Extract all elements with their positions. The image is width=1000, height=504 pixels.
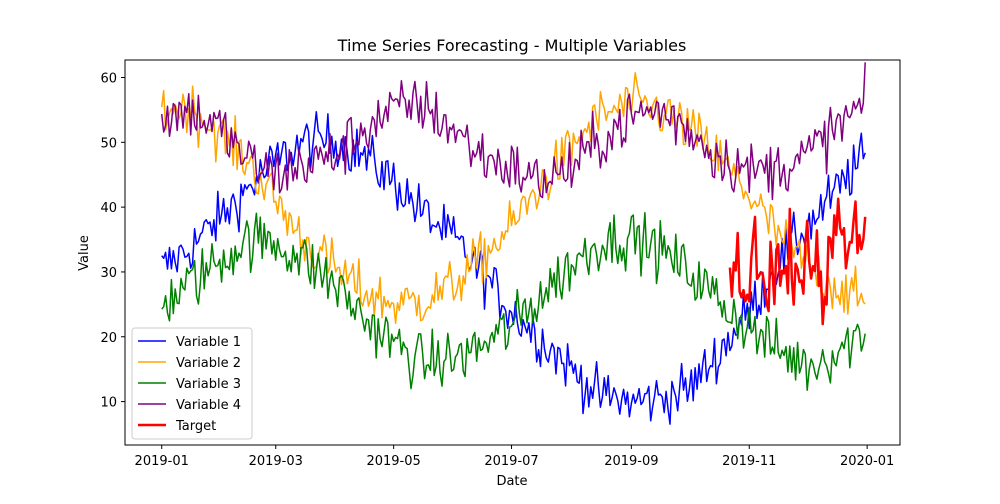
- plot-frame: [124, 59, 901, 446]
- y-tick-label: 20: [100, 331, 117, 346]
- y-tick-label: 30: [100, 266, 117, 281]
- legend-label: Variable 1: [176, 335, 241, 350]
- y-axis: 10 20 30 40 50 60: [100, 72, 125, 411]
- legend: Variable 1 Variable 2 Variable 3 Variable 4…: [131, 327, 253, 440]
- series-line-variable-4: [160, 62, 866, 201]
- series-line-variable-2: [160, 72, 866, 324]
- x-axis: 2019-01 2019-03 2019-05 2019-07 2019-09 2019-…: [135, 445, 894, 469]
- chart-title: Time Series Forecasting - Multiple Varia…: [337, 36, 687, 55]
- legend-label: Variable 2: [176, 356, 241, 371]
- x-tick-label: 2019-09: [604, 454, 658, 469]
- x-tick-label: 2019-05: [366, 454, 420, 469]
- y-tick-label: 50: [100, 136, 117, 151]
- legend-box: [131, 327, 253, 440]
- y-tick-label: 10: [100, 396, 117, 411]
- legend-label: Variable 4: [176, 398, 241, 413]
- series-line-target: [728, 197, 867, 326]
- y-tick-label: 60: [100, 72, 117, 87]
- x-tick-label: 2019-11: [722, 454, 776, 469]
- legend-label: Target: [175, 419, 216, 434]
- plot-area: [160, 62, 867, 425]
- x-tick-label: 2019-07: [484, 454, 538, 469]
- legend-label: Variable 3: [176, 377, 241, 392]
- x-tick-label: 2019-03: [249, 454, 303, 469]
- series-line-variable-3: [161, 211, 866, 391]
- x-axis-title: Date: [496, 474, 527, 489]
- x-tick-label: 2019-01: [135, 454, 189, 469]
- y-axis-title: Value: [77, 235, 92, 271]
- series-line-variable-1: [161, 111, 866, 425]
- x-tick-label: 2020-01: [840, 454, 894, 469]
- y-tick-label: 40: [100, 201, 117, 216]
